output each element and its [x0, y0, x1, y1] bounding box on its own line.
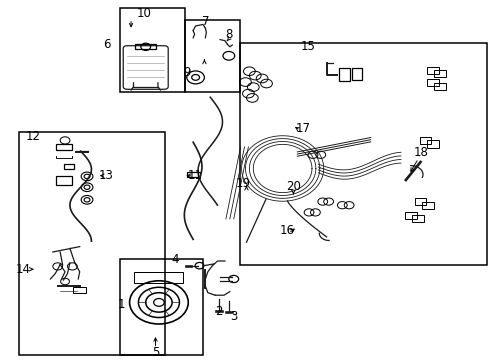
- Bar: [19, 132, 165, 355]
- Bar: [56, 144, 72, 150]
- Bar: [63, 164, 74, 169]
- Text: 7: 7: [201, 15, 209, 28]
- Text: 5: 5: [151, 346, 159, 359]
- Text: 19: 19: [236, 177, 250, 190]
- Text: 13: 13: [99, 169, 114, 182]
- Bar: [120, 8, 184, 92]
- Text: 4: 4: [171, 253, 179, 266]
- Bar: [411, 215, 423, 222]
- Text: 2: 2: [215, 305, 223, 318]
- Text: 1: 1: [117, 298, 125, 311]
- Bar: [426, 79, 438, 86]
- Bar: [135, 44, 156, 49]
- Text: 12: 12: [26, 130, 41, 143]
- Text: 20: 20: [285, 180, 300, 193]
- Text: 9: 9: [183, 66, 191, 78]
- Bar: [404, 212, 416, 219]
- Bar: [433, 70, 445, 77]
- Bar: [351, 68, 361, 80]
- Text: 8: 8: [224, 28, 232, 41]
- Bar: [56, 176, 72, 185]
- Bar: [120, 259, 203, 355]
- Text: 11: 11: [188, 169, 203, 182]
- Bar: [414, 198, 426, 205]
- Bar: [426, 67, 438, 74]
- Text: 18: 18: [413, 147, 428, 159]
- Bar: [73, 287, 86, 293]
- Bar: [239, 43, 486, 265]
- Bar: [433, 83, 445, 90]
- Bar: [134, 272, 183, 283]
- Bar: [426, 140, 438, 148]
- Text: 15: 15: [300, 40, 315, 53]
- Text: 6: 6: [102, 39, 110, 51]
- Text: 3: 3: [229, 310, 237, 323]
- Bar: [338, 68, 349, 81]
- Text: 14: 14: [16, 263, 31, 276]
- Bar: [184, 20, 239, 92]
- Bar: [421, 202, 433, 209]
- Bar: [186, 172, 200, 177]
- Bar: [419, 137, 430, 144]
- Text: 16: 16: [280, 224, 294, 237]
- Text: 10: 10: [137, 7, 151, 20]
- Text: 17: 17: [295, 122, 310, 135]
